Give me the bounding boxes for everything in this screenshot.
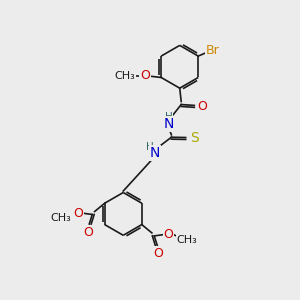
Text: Br: Br (206, 44, 220, 57)
Text: O: O (164, 228, 173, 241)
Text: N: N (163, 117, 174, 131)
Text: H: H (146, 142, 153, 152)
Text: O: O (140, 70, 150, 83)
Text: H: H (165, 112, 172, 122)
Text: CH₃: CH₃ (177, 235, 197, 245)
Text: N: N (150, 146, 160, 160)
Text: O: O (73, 206, 83, 220)
Text: O: O (84, 226, 94, 239)
Text: S: S (190, 131, 199, 145)
Text: CH₃: CH₃ (114, 71, 135, 81)
Text: CH₃: CH₃ (50, 213, 71, 224)
Text: O: O (153, 247, 163, 260)
Text: O: O (197, 100, 207, 112)
